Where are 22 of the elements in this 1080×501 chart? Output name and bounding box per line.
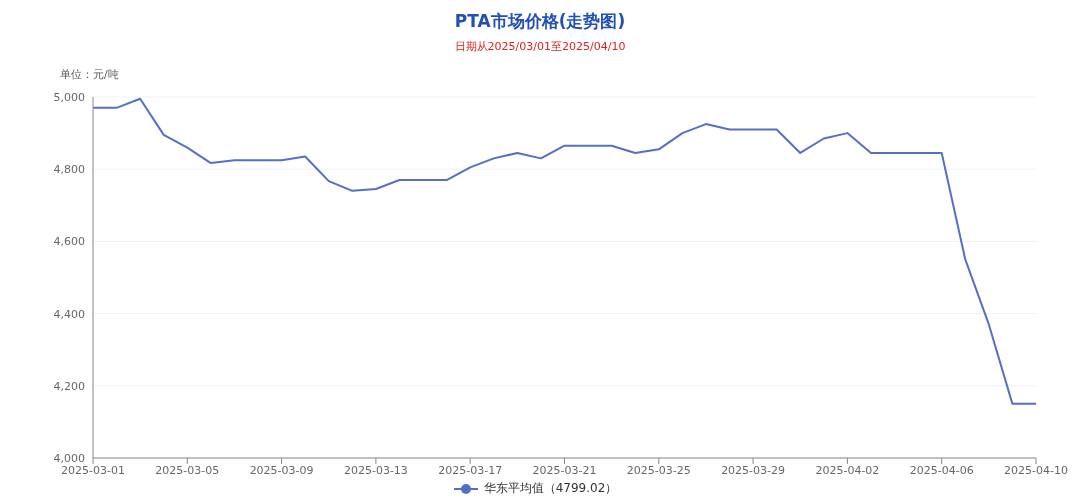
x-tick-label: 2025-04-02	[815, 463, 880, 477]
y-tick-label: 5,000	[53, 90, 85, 104]
x-tick-label: 2025-03-29	[721, 463, 786, 477]
y-tick-label: 4,400	[53, 307, 85, 321]
y-axis-title: 单位：元/吨	[60, 67, 119, 82]
chart-title: PTA市场价格(走势图)	[453, 10, 627, 33]
x-tick-label: 2025-04-06	[909, 463, 974, 477]
x-tick-label: 2025-03-05	[155, 463, 220, 477]
x-tick-label: 2025-04-10	[1004, 463, 1068, 477]
y-tick-label: 4,000	[53, 451, 85, 465]
y-tick-label: 4,600	[53, 235, 85, 249]
x-tick-label: 2025-03-25	[626, 463, 691, 477]
chart-subtitle: 日期从2025/03/01至2025/04/10	[453, 39, 627, 54]
x-tick-label: 2025-03-13	[343, 463, 408, 477]
y-tick-label: 4,200	[53, 379, 85, 393]
x-tick-label: 2025-03-01	[61, 463, 125, 477]
x-tick-label: 2025-03-17	[438, 463, 503, 477]
line-series	[93, 97, 1036, 405]
y-tick-label: 4,800	[53, 163, 85, 177]
legend-label: 华东平均值（4799.02）	[483, 480, 618, 497]
x-tick-label: 2025-03-09	[249, 463, 314, 477]
x-tick-label: 2025-03-21	[532, 463, 597, 477]
